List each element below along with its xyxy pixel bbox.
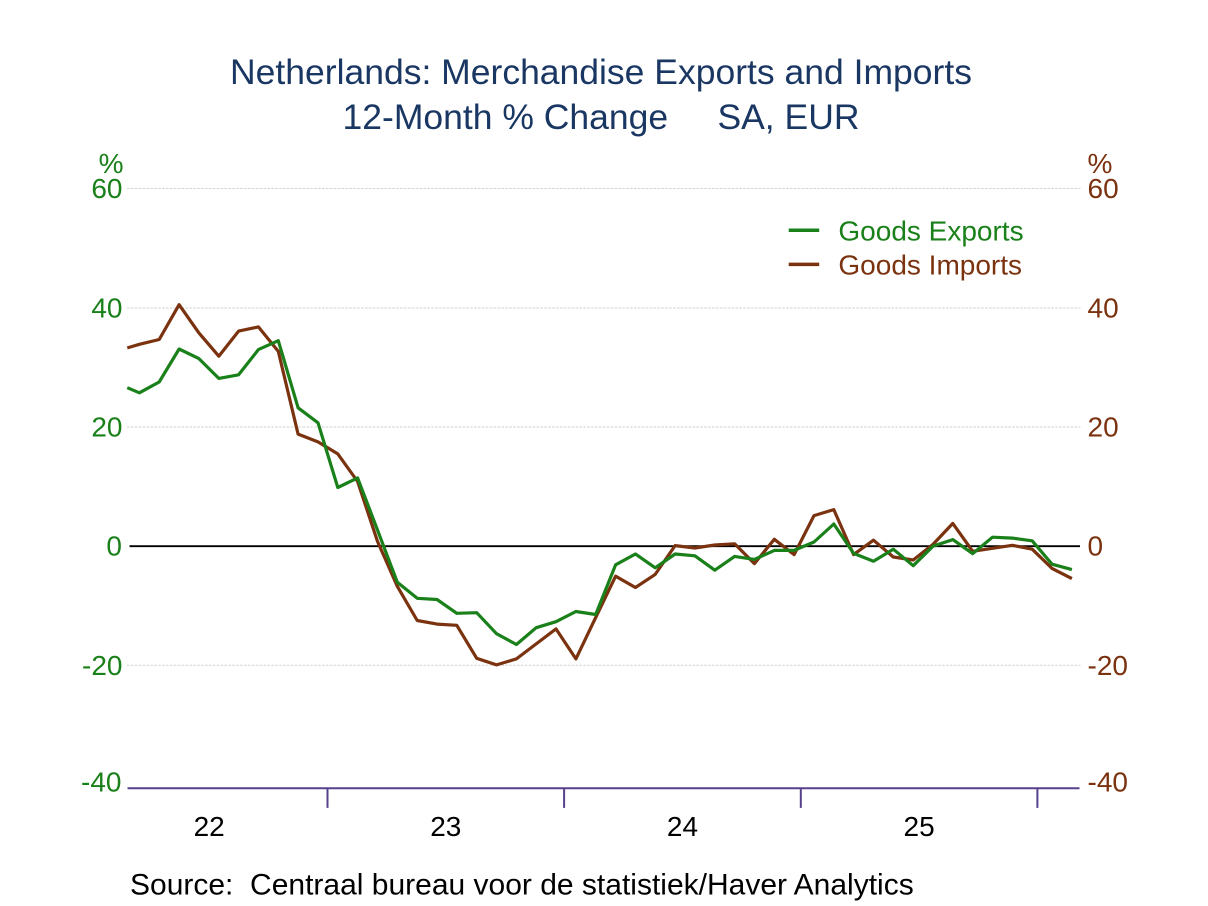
svg-text:-20: -20 [1088,650,1128,681]
svg-text:0: 0 [106,531,122,562]
svg-text:%: % [99,148,124,179]
svg-text:24: 24 [667,811,698,842]
svg-text:12-Month % Change SA, EUR: 12-Month % Change SA, EUR [343,97,860,137]
svg-text:-40: -40 [81,767,121,798]
svg-text:0: 0 [1088,531,1104,562]
svg-text:40: 40 [1088,293,1119,324]
svg-text:25: 25 [904,811,935,842]
svg-text:Goods Exports: Goods Exports [838,215,1023,246]
svg-text:Goods Imports: Goods Imports [838,249,1022,280]
svg-text:60: 60 [1088,173,1119,204]
svg-text:20: 20 [1088,412,1119,443]
svg-text:-40: -40 [1088,767,1128,798]
svg-text:20: 20 [91,412,122,443]
svg-text:40: 40 [91,293,122,324]
svg-text:60: 60 [91,173,122,204]
svg-text:-20: -20 [82,650,122,681]
svg-text:22: 22 [194,811,225,842]
svg-text:23: 23 [430,811,461,842]
svg-text:%: % [1088,148,1113,179]
svg-text:Source: Centraal bureau voor: Source: Centraal bureau voor de statisti… [130,869,914,902]
svg-text:Netherlands: Merchandise Expor: Netherlands: Merchandise Exports and Imp… [230,52,972,92]
